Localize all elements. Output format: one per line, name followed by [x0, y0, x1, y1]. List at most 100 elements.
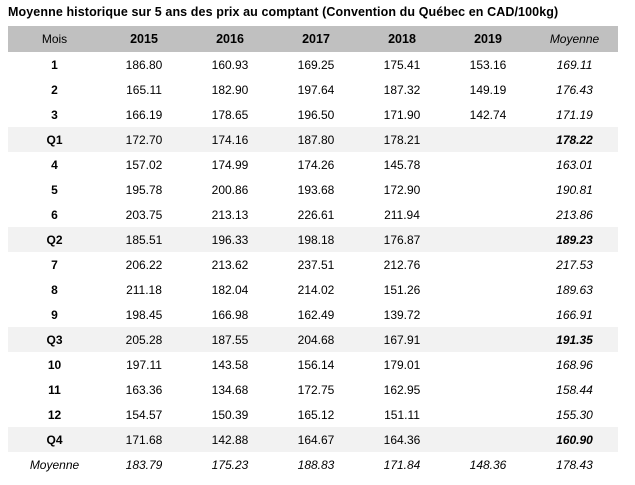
table-row-q4: Q4 171.68 142.88 164.67 164.36 160.90 [8, 427, 618, 452]
cell-value: 150.39 [211, 407, 249, 422]
cell-value: 154.57 [125, 407, 163, 422]
cell-value: 153.16 [469, 57, 507, 72]
cell-value: 213.62 [211, 257, 249, 272]
cell-moyenne: 213.86 [556, 207, 593, 222]
column-header-2016: 2016 [216, 32, 244, 46]
cell-value [445, 327, 531, 352]
cell-value: 193.68 [297, 182, 335, 197]
cell-value: 188.83 [297, 457, 335, 472]
cell-moyenne: 166.91 [556, 307, 593, 322]
table-row-2: 2 165.11 182.90 197.64 187.32 149.19 176.43 [8, 77, 618, 102]
table-body: 1 186.80 160.93 169.25 175.41 153.16 169.11 2 16… [8, 52, 618, 477]
cell-value: 196.33 [211, 232, 249, 247]
cell-value: 171.90 [383, 107, 421, 122]
cell-value: 183.79 [125, 457, 163, 472]
cell-value: 203.75 [125, 207, 163, 222]
cell-value: 195.78 [125, 182, 163, 197]
cell-value: 172.75 [297, 382, 335, 397]
cell-value: 198.45 [125, 307, 163, 322]
cell-moyenne: 160.90 [556, 432, 593, 447]
cell-moyenne: 189.63 [556, 282, 593, 297]
cell-value: 187.32 [383, 82, 421, 97]
cell-value: 179.01 [383, 357, 421, 372]
cell-value: 169.25 [297, 57, 335, 72]
cell-value: 211.18 [126, 282, 162, 297]
cell-value [445, 152, 531, 177]
row-label: 3 [51, 107, 58, 122]
column-header-moyenne: Moyenne [549, 32, 600, 46]
cell-moyenne: 171.19 [556, 107, 593, 122]
row-label: Q4 [46, 432, 63, 447]
cell-value: 163.36 [125, 382, 163, 397]
row-label: 12 [47, 407, 62, 422]
cell-value [445, 427, 531, 452]
cell-moyenne: 163.01 [556, 157, 593, 172]
cell-value [445, 202, 531, 227]
cell-value: 172.70 [125, 132, 163, 147]
cell-value: 226.61 [297, 207, 335, 222]
cell-value: 187.80 [297, 132, 335, 147]
cell-value: 212.76 [383, 257, 421, 272]
cell-value: 185.51 [125, 232, 163, 247]
table-row-5: 5 195.78 200.86 193.68 172.90 190.81 [8, 177, 618, 202]
cell-value: 142.74 [469, 107, 507, 122]
cell-moyenne: 189.23 [556, 232, 593, 247]
row-label: 4 [51, 157, 58, 172]
table-row-8: 8 211.18 182.04 214.02 151.26 189.63 [8, 277, 618, 302]
table-row-6: 6 203.75 213.13 226.61 211.94 213.86 [8, 202, 618, 227]
cell-value: 139.72 [383, 307, 421, 322]
cell-value [445, 402, 531, 427]
cell-value: 171.68 [125, 432, 163, 447]
row-label: 2 [51, 82, 58, 97]
row-label: Q3 [46, 332, 63, 347]
price-table: Mois 2015 2016 2017 2018 2019 Moyenne 1 186.80 1… [8, 26, 618, 477]
cell-value: 182.04 [211, 282, 249, 297]
cell-value: 196.50 [297, 107, 335, 122]
cell-value: 213.13 [211, 207, 249, 222]
cell-value: 182.90 [211, 82, 249, 97]
cell-value: 205.28 [125, 332, 163, 347]
cell-value: 164.36 [383, 432, 421, 447]
cell-value: 171.84 [383, 457, 421, 472]
cell-value: 200.86 [211, 182, 249, 197]
cell-value: 160.93 [211, 57, 249, 72]
table-row-moyenne: Moyenne 183.79 175.23 188.83 171.84 148.36 178… [8, 452, 618, 477]
cell-value: 156.14 [297, 357, 335, 372]
header-row: Mois 2015 2016 2017 2018 2019 Moyenne [8, 26, 618, 52]
cell-value: 175.23 [211, 457, 249, 472]
cell-moyenne: 158.44 [556, 382, 593, 397]
cell-value [445, 127, 531, 152]
cell-moyenne: 178.22 [556, 132, 593, 147]
table-title: Moyenne historique sur 5 ans des prix au… [8, 5, 559, 19]
cell-moyenne: 217.53 [556, 257, 593, 272]
cell-value: 165.12 [297, 407, 335, 422]
cell-value: 151.26 [383, 282, 421, 297]
cell-moyenne: 178.43 [556, 457, 593, 472]
table-row-4: 4 157.02 174.99 174.26 145.78 163.01 [8, 152, 618, 177]
cell-value: 143.58 [211, 357, 249, 372]
row-label: Moyenne [29, 457, 80, 472]
column-header-2019: 2019 [474, 32, 502, 46]
cell-value: 167.91 [383, 332, 421, 347]
row-label: Q2 [46, 232, 63, 247]
table-row-q3: Q3 205.28 187.55 204.68 167.91 191.35 [8, 327, 618, 352]
cell-value: 149.19 [469, 82, 507, 97]
cell-value: 175.41 [383, 57, 421, 72]
cell-value [445, 302, 531, 327]
cell-value: 151.11 [384, 407, 420, 422]
cell-moyenne: 169.11 [556, 57, 593, 72]
table-row-7: 7 206.22 213.62 237.51 212.76 217.53 [8, 252, 618, 277]
table-row-9: 9 198.45 166.98 162.49 139.72 166.91 [8, 302, 618, 327]
cell-value: 164.67 [297, 432, 335, 447]
table-row-12: 12 154.57 150.39 165.12 151.11 155.30 [8, 402, 618, 427]
cell-value: 237.51 [297, 257, 335, 272]
cell-value: 197.11 [126, 357, 162, 372]
cell-value [445, 177, 531, 202]
cell-value: 178.21 [383, 132, 421, 147]
cell-value: 148.36 [469, 457, 507, 472]
cell-value: 162.95 [383, 382, 421, 397]
cell-moyenne: 190.81 [556, 182, 593, 197]
table-row-1: 1 186.80 160.93 169.25 175.41 153.16 169.11 [8, 52, 618, 77]
row-label: 7 [51, 257, 58, 272]
